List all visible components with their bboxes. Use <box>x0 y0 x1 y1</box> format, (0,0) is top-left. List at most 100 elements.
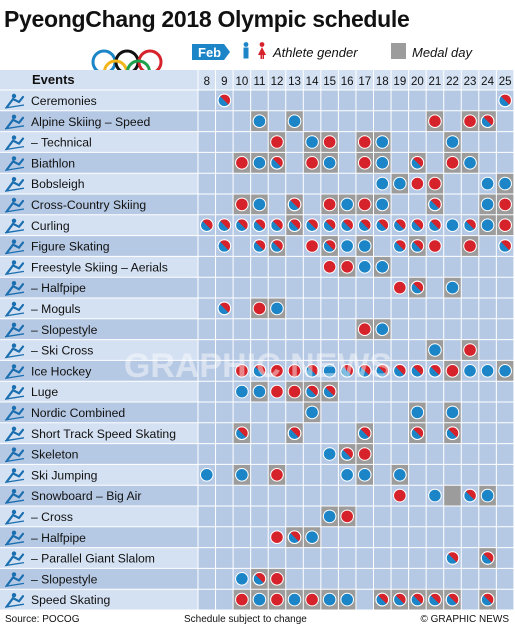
session-dot-mixed <box>480 551 495 565</box>
session-dot-women <box>287 384 302 399</box>
session-dot-mixed <box>430 218 442 230</box>
event-label: Nordic Combined <box>31 406 125 420</box>
session-dot-mixed <box>410 156 425 170</box>
session-dot-women <box>287 364 302 378</box>
session-dot-mixed <box>254 572 266 584</box>
session-dot-mixed <box>448 426 459 438</box>
session-dot-mixed <box>412 364 424 376</box>
event-label-cell <box>0 235 198 257</box>
curling-icon <box>4 218 25 234</box>
session-dot-mixed <box>412 281 424 293</box>
session-dot-mixed <box>412 239 424 251</box>
session-dot-mixed <box>237 218 249 230</box>
event-label: Luge <box>31 385 58 399</box>
female-athlete-icon <box>262 54 264 59</box>
session-dot-women <box>463 343 477 357</box>
session-dot-mixed <box>270 156 284 170</box>
session-dot-men <box>199 468 214 482</box>
event-label-cell <box>0 173 198 194</box>
session-dot-women <box>498 197 512 212</box>
event-label: Figure Skating <box>31 240 110 254</box>
session-dot-men <box>235 572 249 586</box>
session-dot-women <box>235 364 249 378</box>
session-dot-mixed <box>219 302 231 313</box>
day-label: 10 <box>235 76 248 88</box>
session-dot-mixed <box>410 426 425 441</box>
session-dot-mixed <box>483 593 494 605</box>
session-dot-women <box>305 239 319 253</box>
session-dot-men <box>445 405 460 420</box>
session-dot-women <box>270 530 284 545</box>
session-dot-mixed <box>428 592 442 607</box>
session-dot-women <box>235 197 249 212</box>
session-dot-men <box>305 530 319 545</box>
session-dot-mixed <box>412 593 424 605</box>
session-dot-women <box>322 135 337 149</box>
session-dot-mixed <box>500 94 512 105</box>
ice-hockey-icon <box>4 364 25 380</box>
session-dot-mixed <box>465 489 477 501</box>
session-dot-women <box>498 218 512 232</box>
female-athlete-icon <box>258 47 266 55</box>
session-dot-women <box>393 280 407 295</box>
nordic-combined-icon <box>4 405 25 421</box>
event-label-cell <box>0 547 198 569</box>
figure-skating-icon <box>4 239 25 255</box>
session-dot-mixed <box>305 218 319 232</box>
day-label: 23 <box>464 76 477 88</box>
luge-icon <box>4 385 25 400</box>
session-dot-mixed <box>357 426 372 441</box>
moguls-icon <box>4 301 25 317</box>
session-dot-mixed <box>430 364 442 376</box>
watermark: GRAPHIC NEWS <box>124 347 392 385</box>
session-dot-mixed <box>325 239 336 251</box>
medal-day-cell <box>443 485 462 506</box>
big-air-icon <box>4 489 25 504</box>
short-track-icon <box>4 426 25 442</box>
session-dot-men <box>252 156 267 170</box>
session-dot-men <box>428 343 442 357</box>
session-dot-mixed <box>395 218 407 230</box>
event-label-cell <box>0 152 198 174</box>
session-dot-women <box>322 197 337 212</box>
session-dot-men <box>357 260 372 274</box>
event-label-cell <box>0 464 198 486</box>
session-dot-mixed <box>322 384 337 399</box>
event-label: Ice Hockey <box>31 364 92 378</box>
legend-month: Feb <box>198 45 221 60</box>
session-dot-mixed <box>254 218 266 230</box>
parallel-slalom-icon <box>4 551 25 567</box>
event-label-cell <box>0 485 198 506</box>
event-label: Freestyle Skiing – Aerials <box>31 260 168 274</box>
session-dot-mixed <box>270 218 284 232</box>
session-dot-women <box>270 384 284 399</box>
event-label-cell <box>0 381 198 402</box>
session-dot-men <box>393 176 407 191</box>
session-dot-mixed <box>377 218 389 230</box>
session-dot-mixed <box>290 426 301 438</box>
event-label: – Slopestyle <box>31 323 98 337</box>
session-dot-men <box>270 301 284 316</box>
session-dot-women <box>270 468 284 482</box>
session-dot-mixed <box>287 218 302 232</box>
female-athlete-icon <box>260 54 262 59</box>
event-label: Snowboard – Big Air <box>31 489 141 503</box>
session-dot-mixed <box>357 218 372 232</box>
session-dot-men <box>235 384 249 399</box>
session-dot-men <box>322 447 337 461</box>
snowboard-cross-icon <box>4 509 25 525</box>
session-dot-women <box>235 156 249 170</box>
session-dot-mixed <box>412 218 424 230</box>
session-dot-men <box>375 197 390 212</box>
session-dot-mixed <box>463 218 477 232</box>
event-label-cell <box>0 110 198 132</box>
session-dot-men <box>357 468 372 482</box>
session-dot-mixed <box>375 364 390 378</box>
page-title: PyeongChang 2018 Olympic schedule <box>4 6 410 32</box>
session-dot-mixed <box>307 218 319 230</box>
session-dot-men <box>375 156 390 170</box>
event-label-cell <box>0 214 198 236</box>
session-dot-women <box>340 509 354 524</box>
ski-jumping-icon <box>4 468 25 484</box>
session-dot-mixed <box>287 197 302 212</box>
